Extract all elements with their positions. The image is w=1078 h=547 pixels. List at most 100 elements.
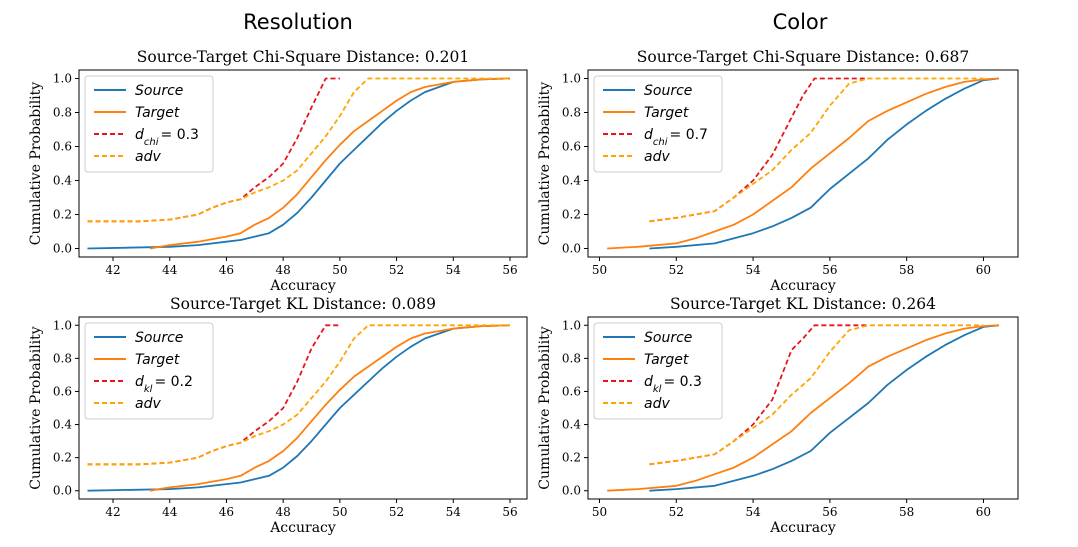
plot-frame — [78, 69, 528, 258]
x-tick-label: 54 — [745, 263, 761, 277]
series-line — [649, 77, 984, 223]
legend-label: dkl = 0.3 — [644, 374, 702, 395]
column-title-color: Color — [772, 10, 828, 34]
x-tick-label: 52 — [669, 263, 684, 277]
x-tick-label: 48 — [276, 263, 291, 277]
y-tick-label: 0.2 — [53, 451, 72, 465]
legend-label: Target — [135, 352, 180, 368]
legend-label: dchi = 0.3 — [135, 127, 199, 148]
series-line — [87, 324, 511, 492]
chart-panel: Source-Target Chi-Square Distance: 0.687… — [537, 48, 1019, 294]
column-title-resolution: Resolution — [243, 10, 353, 34]
series-line — [649, 77, 999, 250]
legend-label: Target — [644, 352, 689, 368]
legend-label: adv — [644, 396, 670, 412]
x-tick-label: 56 — [502, 505, 517, 519]
y-tick-label: 0.2 — [562, 208, 581, 222]
legend-box — [84, 322, 214, 420]
series-line — [649, 324, 984, 466]
legend-label: Source — [644, 330, 692, 346]
legend-label: dkl = 0.2 — [135, 374, 193, 395]
legend-label: Target — [135, 105, 180, 121]
chart-panel: Source-Target KL Distance: 0.264 50 52 54 56… — [537, 295, 1019, 536]
y-tick-label: 0.8 — [562, 106, 581, 120]
x-tick-label: 50 — [332, 263, 347, 277]
x-tick-label: 46 — [219, 505, 234, 519]
y-tick-label: 0.8 — [53, 351, 72, 365]
x-tick-label: 42 — [105, 263, 120, 277]
series-line — [149, 77, 511, 250]
x-tick-label: 56 — [822, 505, 837, 519]
x-tick-label: 46 — [219, 263, 234, 277]
y-tick-label: 0.6 — [562, 140, 581, 154]
x-tick-label: 52 — [669, 505, 684, 519]
x-axis-label: Accuracy — [269, 520, 336, 536]
legend-label: adv — [644, 149, 670, 165]
series-line — [607, 324, 999, 492]
y-tick-label: 0.2 — [53, 208, 72, 222]
x-tick-label: 50 — [592, 505, 607, 519]
legend-label: Target — [644, 105, 689, 121]
legend-label: adv — [135, 396, 161, 412]
chart-panel: Source-Target Chi-Square Distance: 0.201… — [28, 48, 528, 294]
x-tick-label: 50 — [592, 263, 607, 277]
x-tick-label: 60 — [976, 263, 991, 277]
y-tick-label: 1.0 — [562, 72, 581, 86]
x-tick-label: 58 — [899, 263, 914, 277]
legend-box — [84, 75, 214, 173]
y-tick-label: 1.0 — [53, 72, 72, 86]
y-tick-label: 0.8 — [53, 106, 72, 120]
legend-label: Source — [135, 83, 183, 99]
series-line — [607, 77, 999, 250]
legend-box — [593, 322, 723, 420]
y-axis-label: Cumulative Probability — [537, 326, 553, 489]
legend-label: dchi = 0.7 — [644, 127, 708, 148]
y-tick-label: 0.6 — [53, 140, 72, 154]
legend-label: Source — [135, 330, 183, 346]
chart-title: Source-Target Chi-Square Distance: 0.201 — [137, 48, 469, 66]
series-line — [649, 324, 999, 492]
chart-title: Source-Target KL Distance: 0.264 — [670, 295, 936, 313]
x-tick-label: 52 — [389, 505, 404, 519]
y-axis-label: Cumulative Probability — [28, 82, 44, 245]
x-tick-label: 44 — [162, 263, 178, 277]
y-tick-label: 0.0 — [562, 242, 581, 256]
series-line — [149, 324, 511, 492]
y-tick-label: 0.6 — [562, 384, 581, 398]
y-tick-label: 1.0 — [53, 318, 72, 332]
series-line — [87, 324, 510, 466]
chart-title: Source-Target Chi-Square Distance: 0.687 — [637, 48, 969, 66]
y-tick-label: 0.4 — [53, 418, 72, 432]
x-tick-label: 44 — [162, 505, 178, 519]
series-line — [87, 77, 511, 250]
x-tick-label: 48 — [276, 505, 291, 519]
x-axis-label: Accuracy — [269, 278, 336, 294]
y-tick-label: 0.4 — [562, 174, 581, 188]
y-tick-label: 1.0 — [562, 318, 581, 332]
legend-box — [593, 75, 723, 173]
y-tick-label: 0.0 — [53, 242, 72, 256]
x-tick-label: 56 — [502, 263, 517, 277]
x-tick-label: 54 — [446, 263, 462, 277]
x-axis-label: Accuracy — [769, 278, 836, 294]
x-tick-label: 54 — [446, 505, 462, 519]
x-tick-label: 52 — [389, 263, 404, 277]
y-tick-label: 0.0 — [562, 484, 581, 498]
x-axis-label: Accuracy — [769, 520, 836, 536]
plot-frame — [78, 316, 528, 500]
y-tick-label: 0.4 — [53, 174, 72, 188]
y-tick-label: 0.8 — [562, 351, 581, 365]
y-tick-label: 0.2 — [562, 451, 581, 465]
x-tick-label: 60 — [976, 505, 991, 519]
y-tick-label: 0.6 — [53, 384, 72, 398]
plot-frame — [587, 69, 1019, 258]
y-axis-label: Cumulative Probability — [28, 326, 44, 489]
chart-title: Source-Target KL Distance: 0.089 — [170, 295, 436, 313]
y-axis-label: Cumulative Probability — [537, 82, 553, 245]
series-line — [87, 77, 510, 223]
